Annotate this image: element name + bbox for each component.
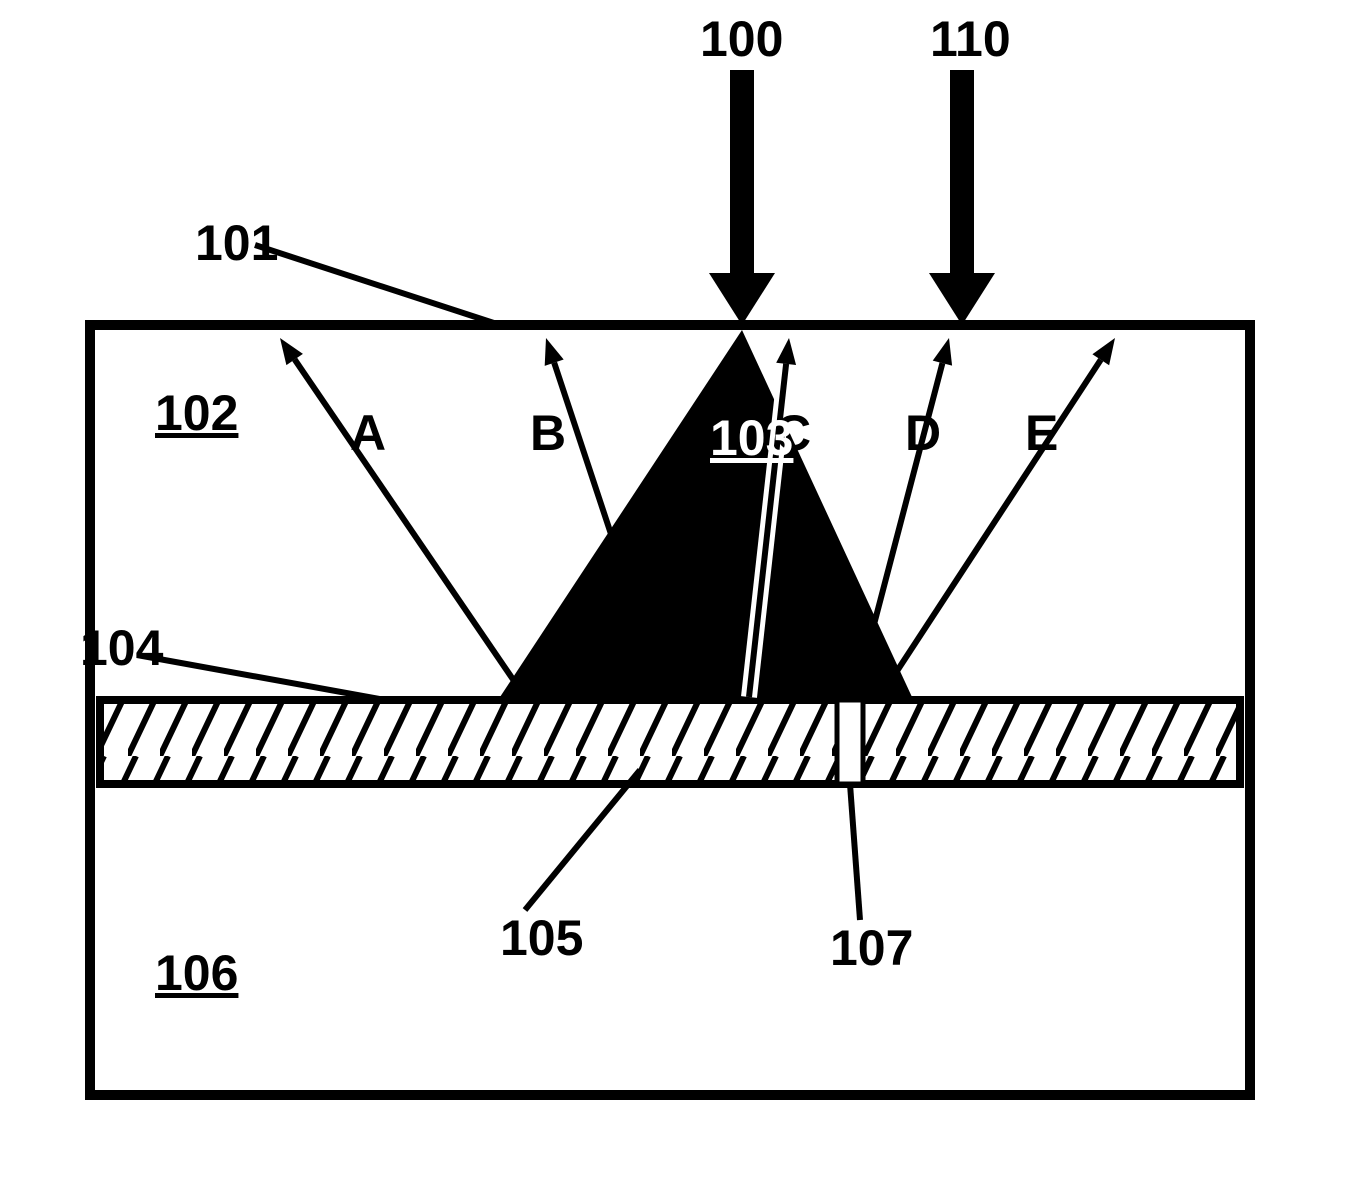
label-107: 107: [830, 920, 913, 976]
label-106: 106: [155, 945, 238, 1001]
label-102: 102: [155, 385, 238, 441]
arrow-label-E: E: [1025, 405, 1058, 461]
label-105: 105: [500, 910, 583, 966]
gap-107: [837, 700, 863, 784]
label-100: 100: [700, 11, 783, 67]
arrow-label-A: A: [350, 405, 386, 461]
arrow-label-B: B: [530, 405, 566, 461]
big-arrow-110-shaft: [950, 70, 974, 273]
arrow-label-D: D: [905, 405, 941, 461]
label-110: 110: [930, 11, 1011, 67]
label-103: 103: [710, 410, 793, 466]
label-101: 101: [195, 215, 278, 271]
label-104: 104: [80, 620, 164, 676]
hatched-layer: [100, 700, 1240, 784]
big-arrow-100-shaft: [730, 70, 754, 273]
